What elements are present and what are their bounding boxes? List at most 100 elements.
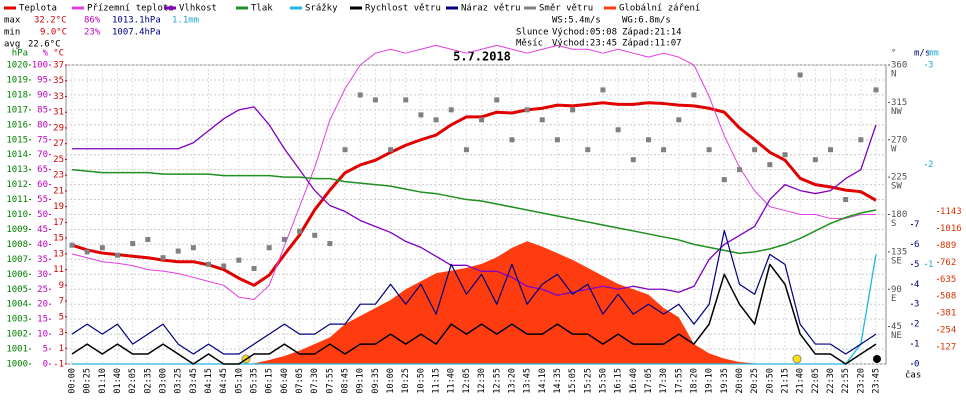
x-tick-label: 12:55 [492, 368, 502, 394]
wind-direction-point [145, 236, 151, 242]
y-tick-label: 23 [53, 171, 64, 181]
series-line [72, 106, 877, 296]
y-tick-label: 27 [53, 139, 64, 149]
x-tick-label: 09:10 [356, 368, 366, 394]
y-tick-label: 17 [53, 218, 64, 228]
y-tick-label: 45 [891, 322, 902, 332]
x-tick-label: 11:40 [447, 368, 457, 394]
radiation-area [72, 241, 876, 364]
y-tick-label: 508 [940, 292, 956, 302]
wind-direction-point [721, 177, 727, 183]
wind-direction-point [312, 232, 318, 238]
legend-label: Teplota [19, 4, 57, 14]
axis-title: °C [53, 49, 64, 59]
y-tick-label: 15 [53, 234, 64, 244]
compass-label: N [891, 70, 896, 80]
y-tick-label: 1004 [6, 300, 28, 310]
y-tick-label: 90 [891, 285, 902, 295]
x-tick-label: 20:25 [750, 368, 760, 394]
y-tick-label: 3 [59, 328, 64, 338]
wind-direction-point [130, 241, 136, 247]
wind-direction-point [873, 87, 879, 93]
y-tick-label: 254 [940, 326, 956, 336]
x-tick-label: 12:30 [477, 368, 487, 394]
y-tick-label: 45 [37, 225, 48, 235]
wind-direction-point [206, 261, 212, 267]
y-tick-label: 762 [940, 258, 956, 268]
wind-direction-point [479, 117, 485, 123]
y-tick-label: 1009 [6, 225, 28, 235]
wind-direction-point [99, 245, 105, 251]
y-tick-label: 80 [37, 120, 48, 130]
wind-direction-point [433, 117, 439, 123]
y-tick-label: 15 [37, 315, 48, 325]
x-tick-label: 02:35 [143, 368, 153, 394]
y-tick-label: 7 [59, 297, 64, 307]
wind-direction-point [160, 255, 166, 261]
stat-label: max [4, 16, 21, 26]
x-tick-label: 01:40 [113, 368, 123, 394]
x-tick-label: 15:50 [598, 368, 608, 394]
x-tick-label: 15:05 [568, 368, 578, 394]
stat-temp: 32.2°C [34, 16, 67, 26]
x-tick-label: 06:15 [265, 368, 275, 394]
legend-label: Srážky [305, 4, 338, 14]
y-tick-label: 50 [37, 210, 48, 220]
y-tick-label: 635 [940, 275, 956, 285]
stat-temp: 9.0°C [40, 28, 67, 38]
y-tick-label: 3 [914, 300, 919, 310]
legend-label: Vlhkost [179, 4, 217, 14]
x-tick-label: 02:05 [128, 368, 138, 394]
wind-stat: WG:6.8m/s [622, 16, 671, 26]
x-tick-label: 04:15 [204, 368, 214, 394]
wind-direction-point [782, 152, 788, 158]
y-tick-label: 20 [37, 300, 48, 310]
y-tick-label: 4 [914, 280, 919, 290]
y-tick-label: 1 [914, 340, 919, 350]
y-tick-label: 1016 [6, 120, 28, 130]
legend-label: Směr větru [539, 4, 593, 14]
x-tick-label: 17:30 [659, 368, 669, 394]
x-tick-label: 21:40 [796, 368, 806, 394]
y-tick-label: 135 [891, 247, 907, 257]
y-tick-label: 35 [53, 76, 64, 86]
y-tick-label: 1008 [6, 240, 28, 250]
moonrise-marker [873, 355, 881, 363]
y-tick-label: 1020 [6, 61, 28, 71]
y-tick-label: 85 [37, 105, 48, 115]
y-tick-label: 95 [37, 75, 48, 85]
x-tick-label: 17:55 [674, 368, 684, 394]
x-tick-label: 14:35 [553, 368, 563, 394]
y-tick-label: 270 [891, 135, 907, 145]
y-tick-label: 70 [37, 150, 48, 160]
wind-direction-point [84, 249, 90, 255]
y-tick-label: 100 [32, 61, 48, 71]
x-tick-label: 16:40 [629, 368, 639, 394]
y-tick-label: 889 [940, 241, 956, 251]
y-tick-label: 1010 [6, 210, 28, 220]
wind-direction-point [175, 248, 181, 254]
x-tick-label: 03:45 [189, 368, 199, 394]
y-tick-label: 3 [928, 61, 933, 71]
wind-direction-point [524, 107, 530, 113]
wind-direction-point [266, 245, 272, 251]
y-tick-label: 315 [891, 98, 907, 108]
wind-direction-point [570, 107, 576, 113]
y-tick-label: 37 [53, 61, 64, 71]
axis-title: m/s [914, 49, 930, 59]
wind-direction-point [752, 147, 758, 153]
stat-label: min [4, 28, 20, 38]
x-tick-label: 11:15 [432, 368, 442, 394]
compass-label: SE [891, 256, 902, 266]
stat-label: avg [4, 40, 20, 50]
y-tick-label: 75 [37, 135, 48, 145]
x-tick-label: 12:05 [462, 368, 472, 394]
x-tick-label: 17:05 [644, 368, 654, 394]
wind-direction-point [539, 117, 545, 123]
x-tick-label: 13:45 [523, 368, 533, 394]
y-tick-label: 1012 [6, 180, 28, 190]
stat-hum: 23% [84, 28, 101, 38]
wind-direction-point [706, 147, 712, 153]
wind-direction-point [645, 137, 651, 143]
y-tick-label: 5 [43, 345, 48, 355]
